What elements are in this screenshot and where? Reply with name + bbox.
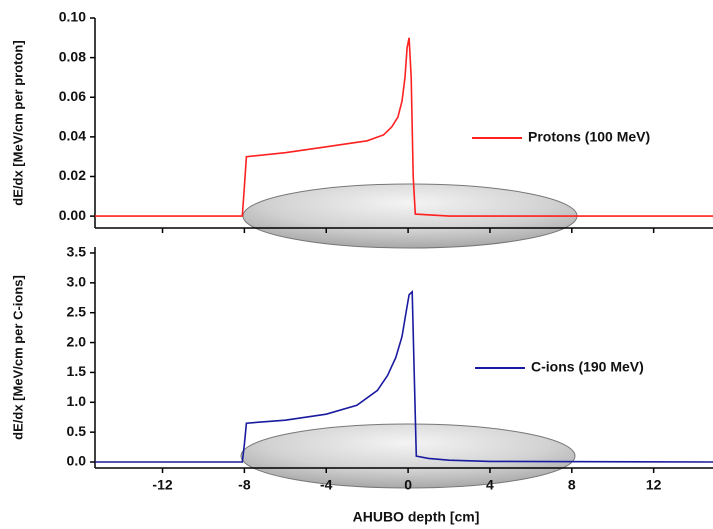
y-tick-label: 0.0 [67, 453, 87, 469]
y-tick-label: 0.08 [59, 48, 86, 64]
y-tick-label: 1.0 [67, 393, 87, 409]
legend-label: Protons (100 MeV) [528, 129, 650, 145]
y-axis-label: dE/dx [MeV/cm per C-ions] [10, 275, 25, 440]
x-tick-label: 8 [568, 477, 576, 493]
x-axis-label: AHUBO depth [cm] [353, 509, 480, 525]
y-tick-label: 0.02 [59, 167, 86, 183]
x-tick-label: 0 [404, 477, 412, 493]
x-tick-label: -8 [238, 477, 251, 493]
y-tick-label: 3.0 [67, 274, 87, 290]
y-tick-label: 3.5 [67, 244, 87, 260]
legend-label: C-ions (190 MeV) [531, 359, 644, 375]
y-tick-label: 0.5 [67, 423, 87, 439]
target-ellipse [240, 423, 576, 489]
data-line [95, 289, 713, 463]
y-tick-label: 0.04 [59, 128, 86, 144]
y-tick-label: 0.10 [59, 9, 86, 25]
y-tick-label: 0.00 [59, 207, 86, 223]
y-tick-label: 1.5 [67, 363, 87, 379]
data-line [95, 37, 713, 217]
x-tick-label: -4 [320, 477, 333, 493]
y-tick-label: 2.5 [67, 303, 87, 319]
x-tick-label: 12 [646, 477, 662, 493]
x-tick-label: 4 [486, 477, 494, 493]
x-tick-label: -12 [152, 477, 172, 493]
y-axis-label: dE/dx [MeV/cm per proton] [10, 40, 25, 205]
y-tick-label: 2.0 [67, 333, 87, 349]
y-tick-label: 0.06 [59, 88, 86, 104]
